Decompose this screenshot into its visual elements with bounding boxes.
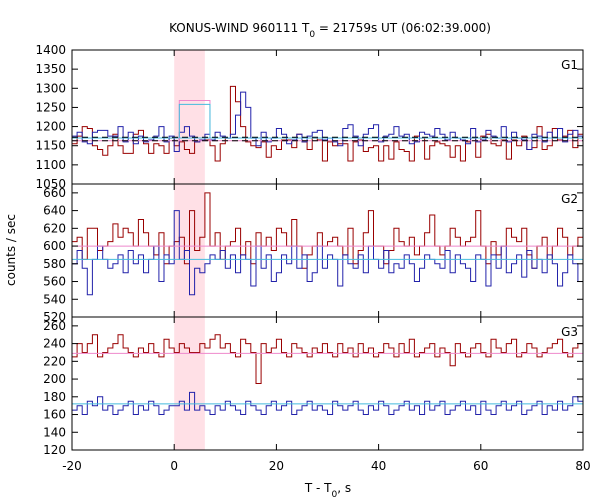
y-tick-label: 520 bbox=[43, 310, 66, 324]
panel-g2: 520 540 560 580 600 620 640 660 G2 bbox=[43, 183, 584, 324]
y-tick-label: 660 bbox=[43, 186, 66, 200]
y-tick-label: 140 bbox=[43, 425, 66, 439]
x-axis-label-sub: 0 bbox=[332, 490, 338, 500]
series-red-g1 bbox=[72, 85, 583, 162]
x-axis-label-rest: , s bbox=[337, 481, 351, 495]
x-tick-label: 0 bbox=[170, 459, 178, 473]
chart-title-rest: = 21759s UT (06:02:39.000) bbox=[315, 21, 491, 35]
y-tick-label: 540 bbox=[43, 292, 66, 306]
panel-g1: 1050 1100 1150 1200 1250 1300 1350 1400 G1 bbox=[35, 43, 584, 191]
series-blue-g3 bbox=[72, 391, 583, 415]
y-tick-label: 1050 bbox=[35, 177, 66, 191]
panel-label: G2 bbox=[561, 192, 578, 206]
x-tick-label: 80 bbox=[575, 459, 590, 473]
series-red-g2 bbox=[72, 192, 583, 269]
x-tick-label: 40 bbox=[371, 459, 386, 473]
y-tick-label: 1150 bbox=[35, 139, 66, 153]
y-tick-label: 640 bbox=[43, 204, 66, 218]
y-tick-label: 620 bbox=[43, 221, 66, 235]
x-tick-label: 20 bbox=[269, 459, 284, 473]
panel-g3: 120 140 160 180 200 220 240 260 G3 bbox=[43, 316, 584, 457]
y-tick-label: 560 bbox=[43, 275, 66, 289]
panel-label: G3 bbox=[561, 325, 578, 339]
y-axis-label: counts / sec bbox=[4, 214, 18, 286]
chart-title: KONUS-WIND 960111 T0 = 21759s UT (06:02:… bbox=[169, 21, 491, 40]
y-tick-label: 200 bbox=[43, 372, 66, 386]
panel-frame bbox=[71, 49, 584, 185]
y-tick-label: 180 bbox=[43, 390, 66, 404]
series-blue-g2 bbox=[72, 210, 583, 296]
x-axis-label-main: T - T bbox=[304, 481, 332, 495]
x-tick-label: 60 bbox=[473, 459, 488, 473]
series-red-g3 bbox=[72, 334, 583, 384]
y-tick-label: 1350 bbox=[35, 62, 66, 76]
x-tick-label: -20 bbox=[62, 459, 82, 473]
x-axis-label: T - T0, s bbox=[304, 481, 351, 500]
peak-fit-blue bbox=[178, 103, 211, 139]
y-tick-label: 1100 bbox=[35, 158, 66, 172]
y-tick-label: 220 bbox=[43, 354, 66, 368]
y-tick-label: 600 bbox=[43, 239, 66, 253]
y-tick-label: 1400 bbox=[35, 43, 66, 57]
y-tick-label: 260 bbox=[43, 319, 66, 333]
panel-frame bbox=[71, 316, 584, 451]
panel-label: G1 bbox=[561, 58, 578, 72]
y-tick-label: 1200 bbox=[35, 120, 66, 134]
chart-title-main: KONUS-WIND 960111 T bbox=[169, 21, 310, 35]
y-tick-label: 240 bbox=[43, 337, 66, 351]
y-tick-label: 1300 bbox=[35, 81, 66, 95]
y-tick-label: 120 bbox=[43, 443, 66, 457]
y-tick-label: 1250 bbox=[35, 100, 66, 114]
y-tick-label: 580 bbox=[43, 257, 66, 271]
chart-title-sub: 0 bbox=[309, 30, 315, 40]
y-tick-label: 160 bbox=[43, 408, 66, 422]
